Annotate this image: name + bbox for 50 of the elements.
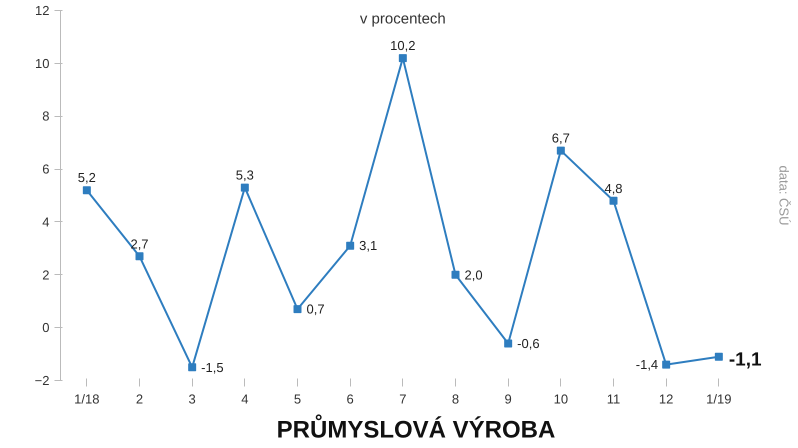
y-tick-label: 2 <box>42 267 50 282</box>
x-tick-label: 2 <box>136 392 144 406</box>
data-label: 3,1 <box>359 238 378 254</box>
x-tick-label: 1/18 <box>74 392 100 406</box>
data-label: 10,2 <box>390 38 416 54</box>
point <box>714 352 723 361</box>
x-tick-label: 10 <box>554 392 568 406</box>
x-tick-label: 1/19 <box>706 392 732 406</box>
data-label: 5,2 <box>78 170 96 186</box>
data-label: 0,7 <box>306 302 325 317</box>
y-tick-label: 4 <box>42 214 50 230</box>
x-tick-label: 9 <box>504 392 512 406</box>
point <box>504 340 512 348</box>
point <box>398 54 407 62</box>
point <box>82 186 91 194</box>
y-tick-label: 12 <box>35 3 50 18</box>
text: data: ČSÚ <box>776 166 792 226</box>
point <box>610 196 618 205</box>
data-label: 5,3 <box>236 168 254 183</box>
x-tick-label: 12 <box>658 392 674 406</box>
x-tick-label: 11 <box>606 392 620 406</box>
point <box>240 184 249 192</box>
x-tick-label: 6 <box>346 392 354 406</box>
data-label: -1,1 <box>728 350 762 371</box>
data-label: 2,7 <box>130 236 149 252</box>
x-tick-label: 5 <box>294 392 302 406</box>
data-label: 4,8 <box>604 180 623 196</box>
point <box>452 270 460 279</box>
point <box>556 146 565 155</box>
point <box>188 363 196 372</box>
y-tick-label: 10 <box>35 56 50 71</box>
data-label: -1,5 <box>201 360 224 375</box>
data-label: -0,6 <box>517 336 540 351</box>
text: PRŮMYSLOVÁ VÝROBA <box>276 414 556 444</box>
x-tick-label: 8 <box>452 392 460 406</box>
x-tick-label: 7 <box>399 392 406 406</box>
y-tick-label: 0 <box>42 320 50 336</box>
data-label: 6,7 <box>552 130 570 146</box>
y-tick-label: 8 <box>42 108 50 124</box>
data-label: -1,4 <box>636 357 658 372</box>
point <box>662 360 670 369</box>
y-tick-label: −2 <box>34 373 50 388</box>
point <box>136 252 144 260</box>
chart-subtitle: v procentech <box>360 10 446 28</box>
point <box>346 242 354 250</box>
x-tick-label: 4 <box>241 392 248 406</box>
x-tick-label: 3 <box>188 392 196 406</box>
data-label: 2,0 <box>464 267 483 282</box>
y-tick-label: 6 <box>42 162 50 177</box>
point <box>294 305 302 314</box>
